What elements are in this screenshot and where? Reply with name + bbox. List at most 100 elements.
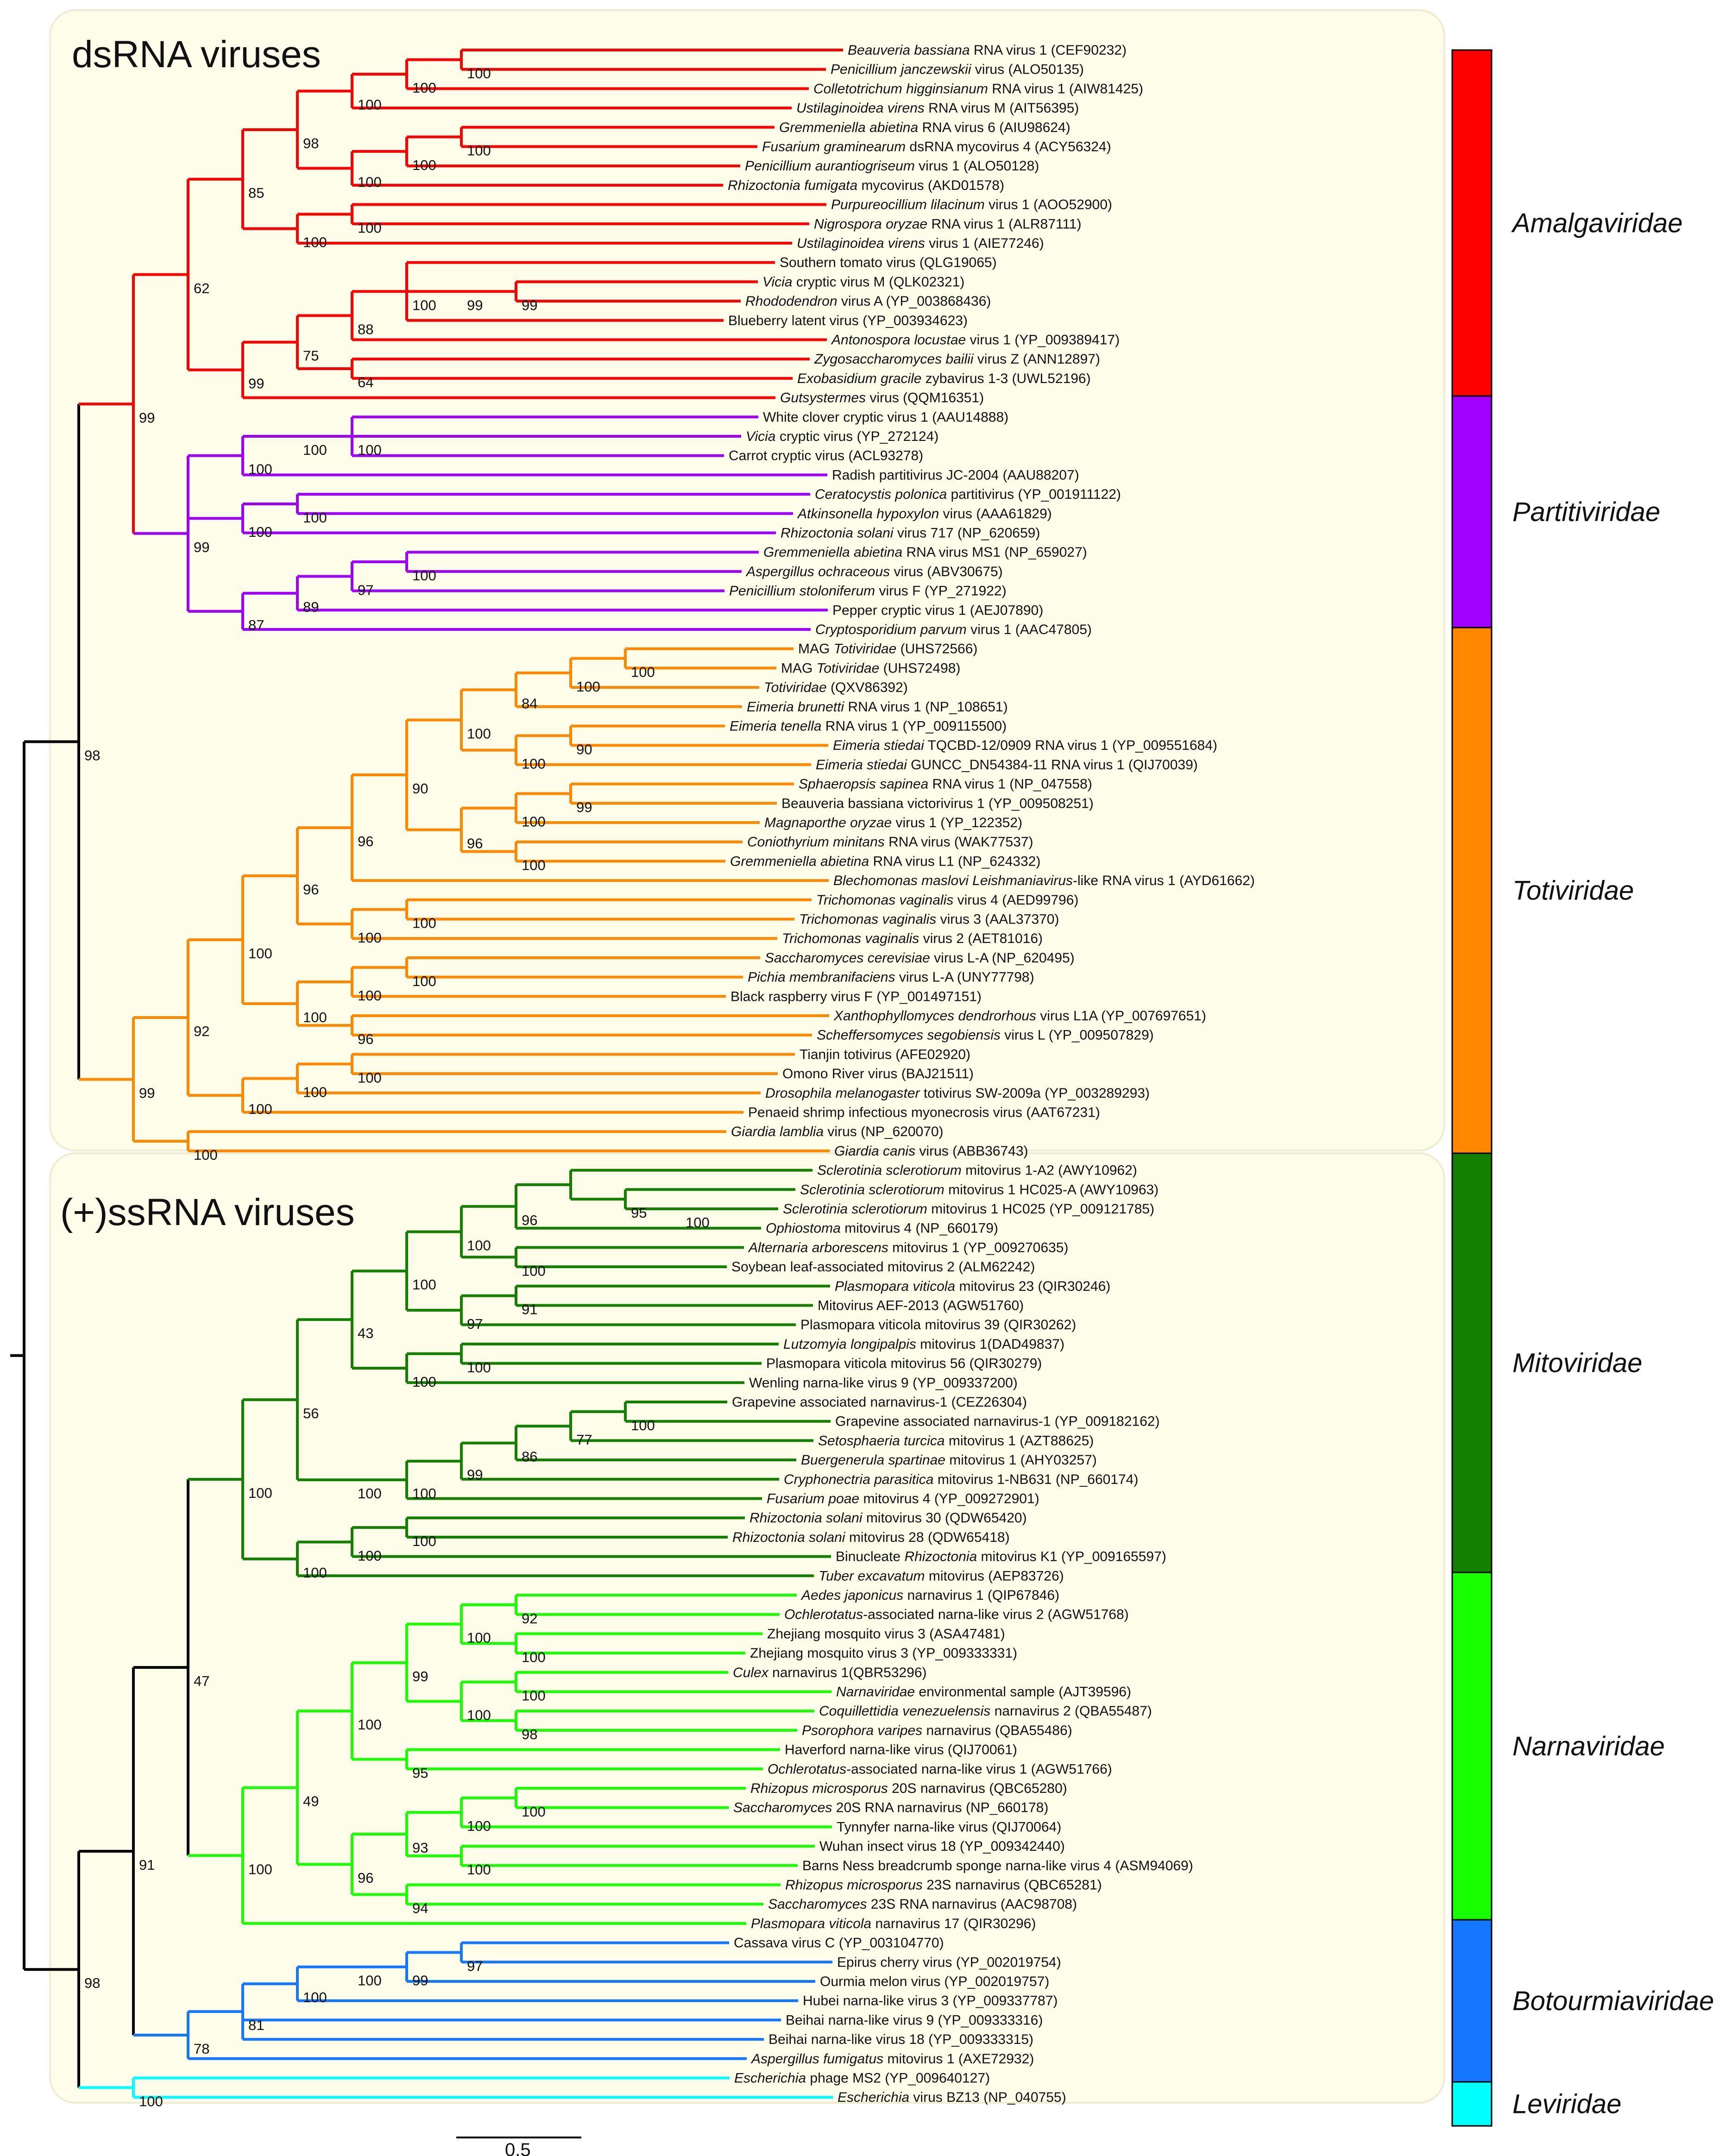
taxon-label-part: Cryptosporidium parvum: [815, 622, 967, 637]
bootstrap-value: 100: [467, 1861, 491, 1878]
taxon-label-part: Plasmopara viticola mitovirus 56 (QIR302…: [766, 1356, 1042, 1371]
taxon-label: Rhizopus microsporus 23S narnavirus (QBC…: [785, 1878, 1102, 1893]
taxon-label-part: cryptic virus M (QLK02321): [792, 274, 964, 289]
taxon-label-part: Barns Ness breadcrumb sponge narna-like …: [802, 1858, 1193, 1873]
taxon-label-part: RNA virus MS1 (NP_659027): [902, 545, 1087, 560]
taxon-label: Aedes japonicus narnavirus 1 (QIP67846): [800, 1588, 1059, 1603]
bootstrap-value: 99: [467, 1467, 483, 1483]
taxon-label-part: virus F (YP_271922): [875, 584, 1006, 599]
taxon-label: Rhizoctonia fumigata mycovirus (AKD01578…: [728, 178, 1004, 193]
taxon-label: Grapevine associated narnavirus-1 (YP_00…: [835, 1414, 1159, 1429]
taxon-label-part: Trichomonas vaginalis: [799, 912, 936, 927]
taxon-label: Aspergillus ochraceous virus (ABV30675): [745, 564, 1003, 579]
bootstrap-value: 100: [576, 679, 600, 695]
taxon-label: Gremmeniella abietina RNA virus L1 (NP_6…: [730, 854, 1040, 869]
family-color-block: [1451, 1152, 1493, 1573]
taxon-label-part: Rhizopus microsporus: [750, 1781, 888, 1796]
ssrna-panel: [49, 1152, 1445, 2104]
taxon-label-part: Gremmeniella abietina: [730, 854, 869, 869]
dsrna-panel-title: dsRNA viruses: [72, 33, 321, 75]
taxon-label-part: Exobasidium gracile: [797, 371, 921, 386]
bootstrap-value: 95: [631, 1205, 647, 1221]
family-label: Partitiviridae: [1512, 497, 1660, 527]
taxon-label-part: Plasmopara viticola mitovirus 39 (QIR302…: [800, 1317, 1076, 1333]
taxon-label: Ustilaginoidea virens RNA virus M (AIT56…: [796, 101, 1079, 116]
taxon-label: MAG Totiviridae (UHS72566): [798, 641, 977, 657]
taxon-label: Eimeria stiedai GUNCC_DN54384-11 RNA vir…: [816, 757, 1198, 773]
taxon-label-part: Culex: [733, 1665, 769, 1680]
taxon-label-part: virus 2 (AET81016): [919, 931, 1043, 946]
taxon-label-part: Plasmopara viticola: [835, 1279, 955, 1294]
taxon-label: Coniothyrium minitans RNA virus (WAK7753…: [747, 835, 1033, 850]
bootstrap-value: 88: [358, 321, 373, 337]
taxon-label: Tuber excavatum mitovirus (AEP83726): [819, 1568, 1064, 1584]
taxon-label-part: Rhizoctonia solani: [749, 1510, 863, 1526]
taxon-label: Trichomonas vaginalis virus 3 (AAL37370): [799, 912, 1059, 927]
bootstrap-value: 100: [139, 2093, 163, 2109]
taxon-label-part: narnavirus 2 (QBA55487): [990, 1703, 1152, 1719]
taxon-label-part: Sclerotinia sclerotiorum: [817, 1163, 962, 1178]
family-color-block: [1451, 1571, 1493, 1921]
bootstrap-labels: 98 99 62 85 98 100 100 100 100 100 100 100 100 99 75 88…: [84, 65, 710, 2110]
bootstrap-value: 100: [412, 567, 436, 584]
taxon-label-part: virus 1 (YP_122352): [892, 815, 1022, 830]
taxon-label-part: MAG: [798, 641, 834, 657]
taxon-label: Barns Ness breadcrumb sponge narna-like …: [802, 1858, 1193, 1873]
taxon-label: Saccharomyces 20S RNA narnavirus (NP_660…: [733, 1800, 1048, 1816]
taxon-label-part: Black raspberry virus F (YP_001497151): [731, 989, 982, 1004]
bootstrap-value: 81: [248, 2017, 264, 2033]
taxon-label-part: narnavirus 1(QBR53296): [768, 1665, 927, 1680]
taxon-label: Rhizoctonia solani virus 717 (NP_620659): [781, 526, 1040, 541]
taxon-label-part: Eimeria brunetti: [747, 699, 844, 715]
taxon-label-part: virus L-A (NP_620495): [930, 950, 1075, 966]
taxon-label-part: Southern tomato virus (QLG19065): [780, 255, 997, 270]
taxon-label: Xanthophyllomyces dendrorhous virus L1A …: [833, 1008, 1206, 1024]
taxon-label: Eimeria tenella RNA virus 1 (YP_00911550…: [730, 719, 1007, 734]
taxon-label: Ochlerotatus-associated narna-like virus…: [768, 1761, 1112, 1777]
family-color-block: [1451, 49, 1493, 397]
bootstrap-value: 100: [467, 1359, 491, 1376]
bootstrap-value: 100: [303, 509, 327, 526]
bootstrap-value: 99: [467, 297, 483, 313]
bootstrap-value: 100: [248, 1861, 272, 1877]
taxon-label-part: mitovirus 1(DAD49837): [916, 1337, 1064, 1352]
taxon-label-part: virus (QQM16351): [866, 390, 984, 406]
taxon-label: Trichomonas vaginalis virus 4 (AED99796): [816, 893, 1078, 908]
taxon-label-part: Rhizoctonia fumigata: [728, 178, 857, 193]
taxon-labels: Beauveria bassiana RNA virus 1 (CEF90232…: [728, 43, 1255, 2105]
taxon-label: Blueberry latent virus (YP_003934623): [728, 313, 968, 328]
taxon-label-part: Escherichia: [838, 2090, 909, 2105]
taxon-label: Sclerotinia sclerotiorum mitovirus 1 HC0…: [783, 1201, 1154, 1217]
bootstrap-value: 87: [248, 617, 264, 633]
taxon-label-part: GUNCC_DN54384-11 RNA virus 1 (QIJ70039): [907, 757, 1198, 773]
bootstrap-value: 96: [358, 1870, 373, 1886]
bootstrap-value: 91: [139, 1857, 155, 1873]
taxon-label-part: Plasmopara viticola: [751, 1916, 871, 1931]
bootstrap-value: 75: [303, 348, 319, 364]
bootstrap-value: 100: [303, 1084, 327, 1100]
bootstrap-value: 100: [248, 1485, 272, 1501]
taxon-label: Coquillettidia venezuelensis narnavirus …: [819, 1703, 1152, 1719]
taxon-label-part: Epirus cherry virus (YP_002019754): [837, 1955, 1061, 1970]
taxon-label: Eimeria stiedai TQCBD-12/0909 RNA virus …: [833, 738, 1217, 753]
taxon-label: Escherichia phage MS2 (YP_009640127): [734, 2071, 990, 2086]
bootstrap-value: 100: [467, 725, 491, 742]
taxon-label-part: RNA virus 6 (AIU98624): [918, 120, 1070, 135]
bootstrap-value: 89: [303, 599, 319, 615]
taxon-label-part: Beauveria bassiana: [848, 43, 970, 58]
taxon-label-part: Ochlerotatus: [784, 1607, 863, 1622]
taxon-label: Escherichia virus BZ13 (NP_040755): [838, 2090, 1066, 2105]
taxon-label-part: Scheffersomyces segobiensis: [817, 1028, 1001, 1043]
taxon-label-part: TQCBD-12/0909 RNA virus 1 (YP_009551684): [924, 738, 1217, 753]
taxon-label-part: virus L1A (YP_007697651): [1036, 1008, 1206, 1024]
bootstrap-value: 99: [194, 539, 209, 555]
taxon-label: Southern tomato virus (QLG19065): [780, 255, 997, 270]
taxon-label: Beauveria bassiana RNA virus 1 (CEF90232…: [848, 43, 1127, 58]
taxon-label-part: Totiviridae: [764, 680, 827, 695]
taxon-label-part: virus 1 (AOO52900): [985, 197, 1112, 213]
taxon-label-part: Vicia: [746, 429, 775, 444]
taxon-label-part: virus 1 (ALO50128): [915, 158, 1039, 174]
taxon-label-part: Carrot cryptic virus (ACL93278): [729, 448, 923, 464]
taxon-label-part: Tynnyfer narna-like virus (QIJ70064): [837, 1819, 1061, 1835]
taxon-label: Saccharomyces 23S RNA narnavirus (AAC987…: [768, 1897, 1077, 1912]
